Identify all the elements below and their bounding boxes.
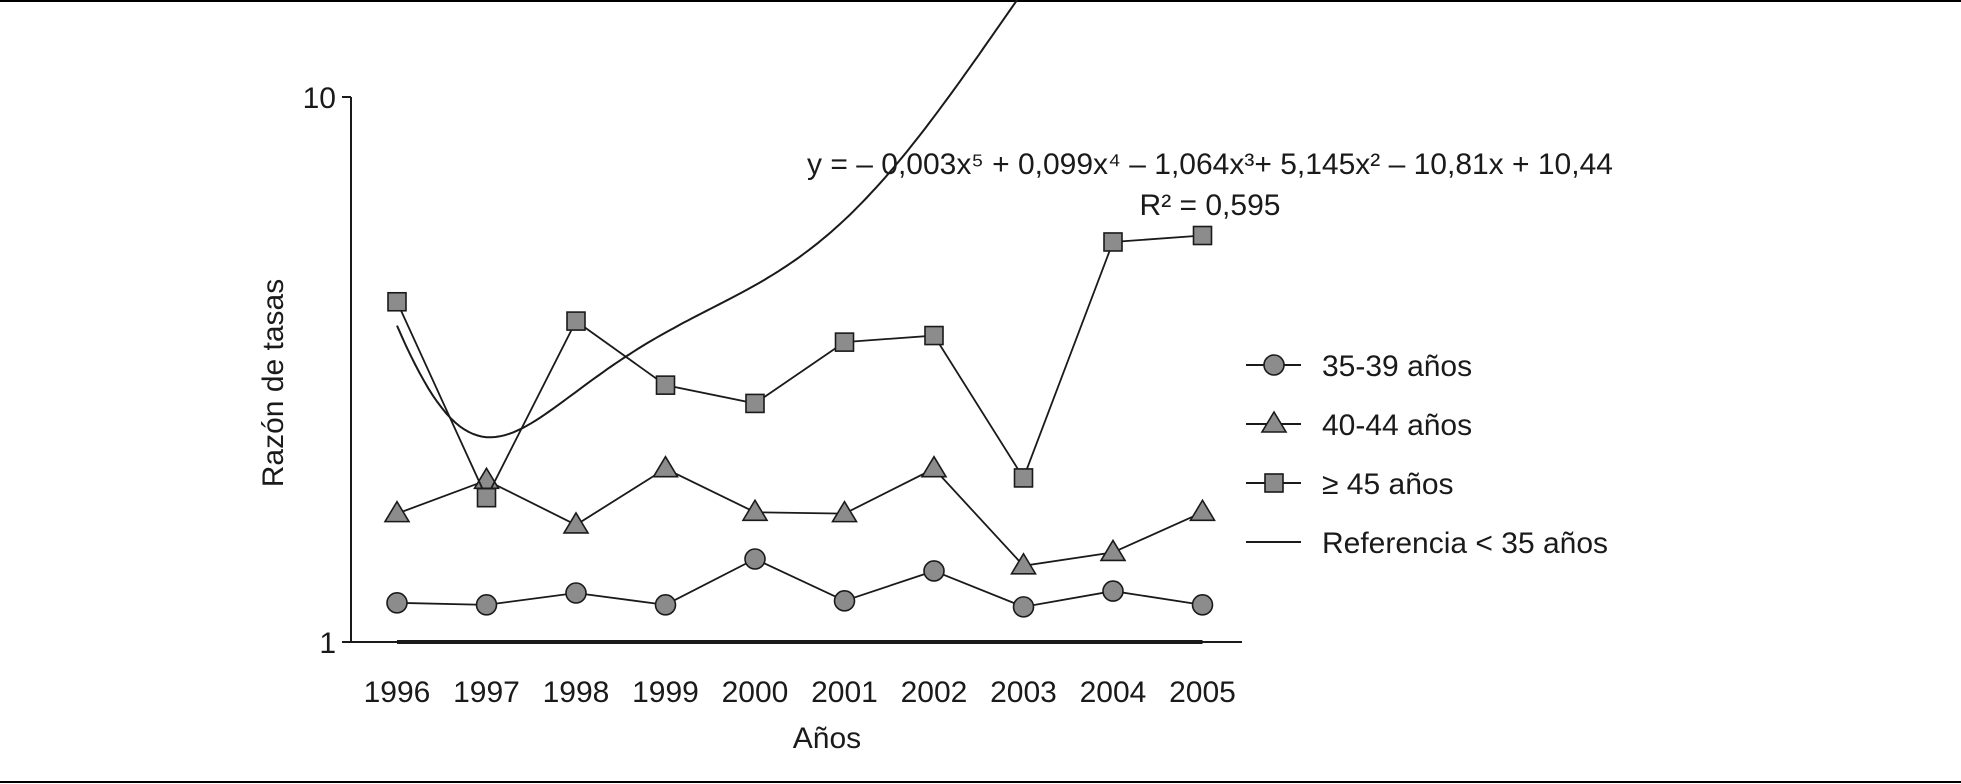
data-point-circle-2001 xyxy=(833,590,856,612)
y-axis-title: Razón de tasas xyxy=(257,279,290,487)
trendline-equation: y = – 0,003x⁵ + 0,099x⁴ – 1,064x³+ 5,145… xyxy=(807,148,1613,181)
data-point-circle-2004 xyxy=(1102,580,1124,602)
legend-item-35-39-a-os: 35-39 años xyxy=(1246,350,1472,383)
data-point-circle-2005 xyxy=(1191,594,1214,616)
x-tick-label-1997: 1997 xyxy=(453,676,520,709)
data-point-circle-2002 xyxy=(923,560,945,582)
data-point-square-2000 xyxy=(745,393,765,414)
y-tick-label-bottom: 1 xyxy=(319,627,336,660)
series-layer xyxy=(383,225,1216,644)
data-point-square-2003 xyxy=(1013,468,1034,488)
x-tick-label-2003: 2003 xyxy=(990,676,1057,709)
x-tick-label-1999: 1999 xyxy=(632,676,699,709)
x-tick-label-1998: 1998 xyxy=(543,676,610,709)
data-point-square-2004 xyxy=(1103,232,1123,252)
series-35-39-a-os xyxy=(386,548,1214,618)
legend-marker-circle xyxy=(1263,354,1285,376)
legend-marker-square xyxy=(1264,473,1284,493)
data-point-circle-2003 xyxy=(1012,596,1035,618)
data-point-circle-2000 xyxy=(744,548,766,570)
data-point-triangle-2000 xyxy=(741,498,769,522)
x-tick-labels: 1996 1997 1998 1999 2000 2001 2002 2003 2004 2005 xyxy=(364,676,1236,709)
legend-marker-triangle xyxy=(1260,410,1288,433)
legend-label: ≥ 45 años xyxy=(1322,468,1454,501)
data-point-triangle-2002 xyxy=(920,455,948,478)
data-point-circle-1996 xyxy=(386,592,408,614)
legend-label: 40-44 años xyxy=(1322,409,1472,442)
data-point-triangle-2004 xyxy=(1099,538,1127,562)
data-point-circle-1999 xyxy=(654,594,677,616)
trendline-polynomial xyxy=(396,0,1019,439)
trendline-r2: R² = 0,595 xyxy=(1140,189,1281,222)
legend: 35-39 años 40-44 años ≥ 45 años Referencia … xyxy=(1246,350,1608,560)
data-point-square-2002 xyxy=(924,325,944,346)
series-line xyxy=(396,558,1203,608)
series-40-44-a-os xyxy=(383,455,1216,575)
legend-item-45-a-os: ≥ 45 años xyxy=(1246,468,1454,501)
x-tick-label-2001: 2001 xyxy=(811,676,878,709)
legend-item-referencia-35-a-os: Referencia < 35 años xyxy=(1246,527,1608,560)
y-tick-label-top: 10 xyxy=(303,82,336,115)
x-tick-label-2002: 2002 xyxy=(901,676,968,709)
series-line xyxy=(396,234,1203,500)
legend-label: Referencia < 35 años xyxy=(1322,527,1608,560)
data-point-square-1996 xyxy=(387,291,407,312)
series-line xyxy=(396,467,1203,567)
data-point-triangle-1996 xyxy=(383,500,411,523)
x-tick-label-1996: 1996 xyxy=(364,676,431,709)
data-point-square-2001 xyxy=(834,332,855,352)
legend-item-40-44-a-os: 40-44 años xyxy=(1246,409,1472,442)
legend-label: 35-39 años xyxy=(1322,350,1472,383)
series-45-a-os xyxy=(387,225,1213,508)
x-tick-label-2005: 2005 xyxy=(1169,676,1236,709)
data-point-square-1998 xyxy=(566,311,586,331)
data-point-square-1997 xyxy=(476,487,497,508)
data-point-circle-1998 xyxy=(565,582,587,604)
data-point-circle-1997 xyxy=(475,594,498,616)
data-point-triangle-1999 xyxy=(652,455,679,478)
x-tick-label-2000: 2000 xyxy=(722,676,789,709)
data-point-triangle-1998 xyxy=(562,511,590,534)
data-point-square-2005 xyxy=(1192,225,1213,246)
data-point-triangle-2003 xyxy=(1010,552,1037,575)
data-point-square-1999 xyxy=(655,375,676,395)
data-point-triangle-2005 xyxy=(1189,498,1216,522)
data-point-triangle-2001 xyxy=(831,500,858,523)
x-axis-title: Años xyxy=(793,722,861,755)
x-tick-label-2004: 2004 xyxy=(1080,676,1147,709)
